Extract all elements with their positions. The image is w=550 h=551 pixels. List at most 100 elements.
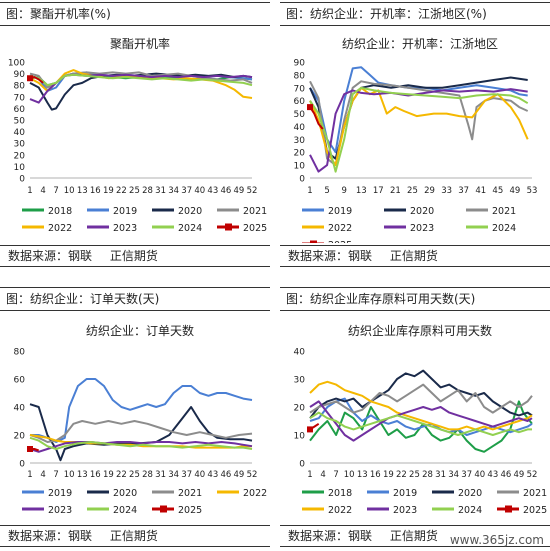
y-tick-label: 90 <box>294 59 306 69</box>
legend-label-2021: 2021 <box>523 488 547 499</box>
x-tick-label: 28 <box>422 470 433 480</box>
legend-label-2020: 2020 <box>113 488 137 499</box>
x-tick-label: 37 <box>181 186 192 196</box>
legend-label-2019: 2019 <box>328 206 352 217</box>
y-tick-label: 0 <box>299 460 305 470</box>
legend-label-2022: 2022 <box>328 223 352 234</box>
series-line-2024 <box>309 86 529 173</box>
chart-panel-raw-material-days: 图：纺织企业库存原料可用天数(天) 纺织企业库存原料可用天数 0 10 20 30 40 1… <box>280 287 550 551</box>
x-tick-label: 37 <box>181 470 192 480</box>
legend-label-2021: 2021 <box>178 488 202 499</box>
x-tick-label: 19 <box>103 186 114 196</box>
x-tick-label: 4 <box>40 470 45 480</box>
y-tick-label: 10 <box>294 432 306 442</box>
x-tick-label: 13 <box>357 470 368 480</box>
x-tick-label: 1 <box>27 186 32 196</box>
source-bar: 数据来源：钢联 正信期货 <box>0 525 270 547</box>
series-marker-2025 <box>27 75 33 82</box>
y-tick-label: 10 <box>294 162 306 172</box>
y-tick-label: 50 <box>14 117 26 127</box>
y-tick-label: 40 <box>14 404 26 414</box>
y-tick-label: 40 <box>14 128 26 138</box>
x-tick-label: 10 <box>64 186 75 196</box>
series-marker-2025 <box>307 426 313 433</box>
x-tick-label: 4 <box>40 186 45 196</box>
legend-label-2020: 2020 <box>410 206 434 217</box>
x-tick-label: 31 <box>155 470 166 480</box>
x-tick-label: 41 <box>475 186 486 196</box>
x-tick-label: 33 <box>441 186 452 196</box>
series-line-2022 <box>309 380 533 431</box>
series-line-2024 <box>29 436 253 450</box>
y-tick-label: 0 <box>19 460 25 470</box>
x-tick-label: 43 <box>207 470 218 480</box>
x-tick-label: 40 <box>474 470 485 480</box>
y-tick-label: 90 <box>14 70 26 80</box>
x-tick-label: 7 <box>333 470 338 480</box>
x-tick-label: 9 <box>341 186 346 196</box>
legend-label-2022: 2022 <box>48 223 72 234</box>
chart-textile-order-days: 纺织企业：订单天数 0 20 40 60 80 1 4 7 10 13 16 19 22 25 28 31 34 3… <box>14 323 268 516</box>
x-tick-label: 25 <box>129 470 140 480</box>
x-tick-label: 49 <box>234 186 245 196</box>
x-tick-label: 17 <box>373 186 384 196</box>
x-tick-label: 49 <box>514 470 525 480</box>
legend-marker-2025 <box>160 505 167 513</box>
x-tick-label: 1 <box>307 186 312 196</box>
x-tick-label: 49 <box>510 186 521 196</box>
x-tick-label: 7 <box>53 186 58 196</box>
y-tick-label: 40 <box>294 348 306 358</box>
x-tick-label: 25 <box>407 186 418 196</box>
legend-label-2019: 2019 <box>48 488 72 499</box>
legend-marker-2025 <box>505 505 512 513</box>
y-tick-label: 30 <box>294 376 306 386</box>
y-tick-label: 80 <box>14 82 26 92</box>
x-tick-label: 43 <box>487 470 498 480</box>
legend-label-2021: 2021 <box>243 206 267 217</box>
y-tick-label: 50 <box>294 110 306 120</box>
y-tick-label: 10 <box>14 163 26 173</box>
source-bar: 数据来源：钢联 正信期货 <box>280 245 550 267</box>
x-tick-label: 31 <box>435 470 446 480</box>
x-tick-label: 46 <box>220 186 231 196</box>
x-tick-label: 13 <box>77 470 88 480</box>
x-tick-label: 1 <box>307 470 312 480</box>
y-tick-label: 60 <box>14 105 26 115</box>
series-line-2022 <box>309 86 529 167</box>
x-tick-label: 16 <box>370 470 381 480</box>
x-tick-label: 45 <box>492 186 503 196</box>
source-company: 正信期货 <box>109 529 158 543</box>
legend-label-2024: 2024 <box>492 223 516 234</box>
y-tick-label: 0 <box>299 175 305 185</box>
legend-label-2024: 2024 <box>458 505 482 516</box>
chart-panel-textile-jiangzhe: 图：纺织企业：开机率：江浙地区(%) 纺织企业：开机率：江浙地区 0 10 20 30 4… <box>280 2 550 270</box>
legend-label-2022: 2022 <box>243 488 267 499</box>
x-tick-label: 7 <box>53 470 58 480</box>
x-tick-label: 53 <box>527 186 538 196</box>
y-tick-label: 70 <box>294 84 306 94</box>
legend-label-2020: 2020 <box>458 488 482 499</box>
legend-label-2019: 2019 <box>393 488 417 499</box>
legend-label-2022: 2022 <box>328 505 352 516</box>
legend-label-2025: 2025 <box>243 223 267 234</box>
chart-header: 图：纺织企业库存原料可用天数(天) <box>280 287 550 311</box>
x-tick-label: 19 <box>103 470 114 480</box>
series-marker-2025 <box>307 104 313 111</box>
series-line-2023 <box>309 400 533 442</box>
x-tick-label: 22 <box>116 186 127 196</box>
series-line-2020 <box>29 403 253 462</box>
x-tick-label: 13 <box>77 186 88 196</box>
x-tick-label: 22 <box>116 470 127 480</box>
x-tick-label: 52 <box>247 470 258 480</box>
x-tick-label: 52 <box>247 186 258 196</box>
watermark: www.365jz.com <box>449 533 544 547</box>
x-tick-label: 29 <box>424 186 435 196</box>
chart-title: 纺织企业库存原料可用天数 <box>348 323 492 338</box>
series-marker-2025 <box>27 446 33 452</box>
source-label: 数据来源：钢联 <box>8 529 93 543</box>
source-company: 正信期货 <box>389 529 438 543</box>
chart-title: 聚酯开机率 <box>110 36 170 51</box>
x-tick-label: 49 <box>234 470 245 480</box>
source-bar: 数据来源：钢联 正信期货 <box>280 525 550 547</box>
